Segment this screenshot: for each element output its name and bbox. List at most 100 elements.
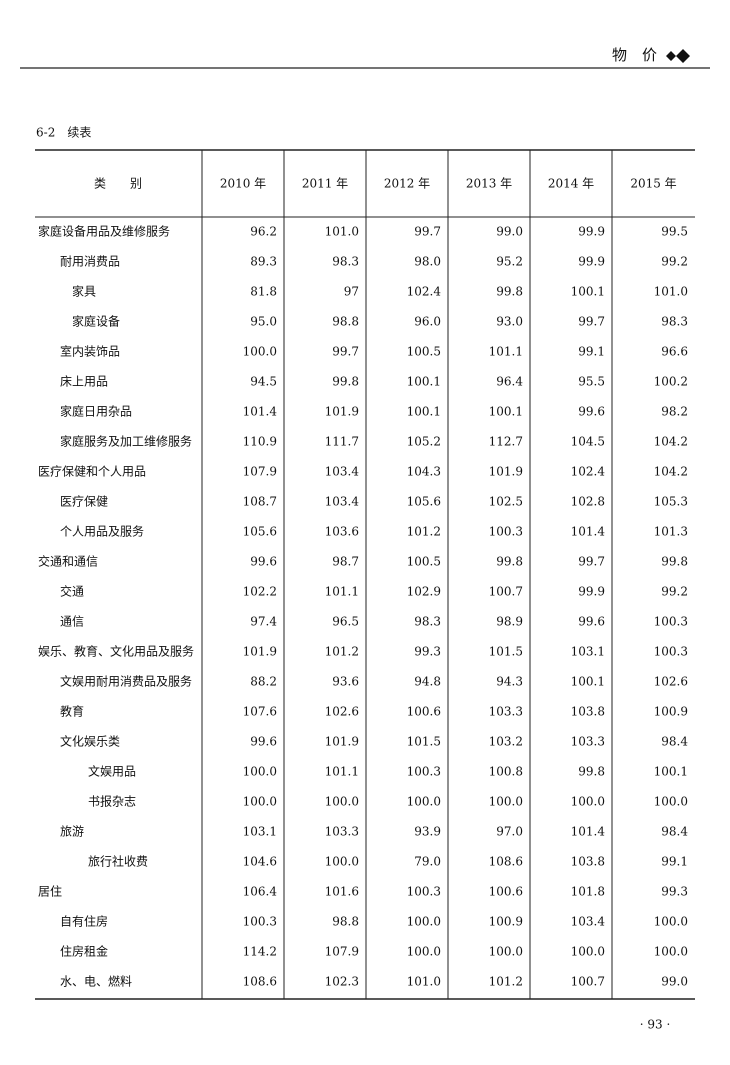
cell-value: 100.1 [571,675,605,689]
cell-value: 100.8 [489,765,523,779]
cell-value: 100.3 [489,525,523,539]
row-label: 床上用品 [60,375,108,389]
row-label: 文娱用耐用消费品及服务 [60,674,192,689]
cell-value: 96.4 [496,375,523,389]
cell-value: 98.9 [496,615,523,629]
cell-value: 103.3 [489,705,523,719]
cell-value: 100.1 [407,375,441,389]
cell-value: 104.5 [571,435,605,449]
cell-value: 99.5 [661,225,688,239]
column-header: 2010 年 [220,177,266,191]
cell-value: 99.7 [578,315,605,329]
cell-value: 100.0 [654,945,688,959]
cell-value: 101.2 [325,645,359,659]
cell-value: 102.8 [571,495,605,509]
cell-value: 107.9 [325,945,359,959]
cell-value: 89.3 [250,255,277,269]
cell-value: 100.0 [407,945,441,959]
cell-value: 94.5 [250,375,277,389]
cell-value: 99.8 [496,555,523,569]
cell-value: 96.0 [414,315,441,329]
cell-value: 98.4 [661,825,688,839]
cell-value: 108.6 [489,855,523,869]
cell-value: 100.3 [654,645,688,659]
cell-value: 102.3 [325,975,359,989]
cell-value: 100.0 [325,795,359,809]
cell-value: 111.7 [325,435,359,449]
row-label: 医疗保健和个人用品 [38,465,146,479]
cell-value: 103.4 [571,915,606,929]
cell-value: 98.8 [332,315,359,329]
cell-value: 102.2 [243,585,277,599]
row-label: 文娱用品 [88,764,136,779]
cell-value: 100.1 [489,405,523,419]
cell-value: 105.2 [407,435,441,449]
cell-value: 98.3 [414,615,441,629]
cell-value: 79.0 [414,855,441,869]
cell-value: 100.0 [654,915,688,929]
cell-value: 100.3 [654,615,688,629]
cell-value: 101.3 [654,525,688,539]
row-label: 家具 [72,284,96,299]
cell-value: 101.2 [407,525,441,539]
cell-value: 99.8 [661,555,688,569]
cell-value: 101.8 [571,885,605,899]
cell-value: 100.6 [407,705,441,719]
cell-value: 103.8 [571,705,605,719]
cell-value: 100.7 [571,975,605,989]
row-label: 教育 [60,704,84,719]
cell-value: 114.2 [243,945,277,959]
cell-value: 100.3 [407,885,441,899]
cell-value: 95.0 [250,315,277,329]
row-label: 住房租金 [60,944,108,959]
cell-value: 100.1 [571,285,605,299]
cell-value: 99.2 [661,585,688,599]
cell-value: 100.1 [407,405,441,419]
cell-value: 99.7 [332,345,359,359]
row-label: 文化娱乐类 [60,734,120,749]
cell-value: 98.7 [332,555,359,569]
cell-value: 98.8 [332,915,359,929]
cell-value: 99.6 [250,555,277,569]
cell-value: 99.7 [578,555,605,569]
row-label: 个人用品及服务 [60,524,144,539]
cell-value: 100.7 [489,585,523,599]
cell-value: 99.9 [578,585,605,599]
row-label: 旅游 [60,825,84,839]
cell-value: 100.0 [407,915,441,929]
column-header: 类 别 [94,177,142,191]
row-label: 耐用消费品 [60,255,120,269]
row-label: 交通 [60,584,84,599]
cell-value: 101.4 [571,825,606,839]
cell-value: 97 [344,285,359,299]
cell-value: 101.9 [243,645,277,659]
cell-value: 99.1 [578,345,605,359]
cell-value: 101.0 [654,285,688,299]
row-label: 室内装饰品 [60,344,120,359]
cell-value: 100.5 [407,345,441,359]
cell-value: 95.2 [496,255,523,269]
cell-value: 108.6 [243,975,277,989]
cell-value: 101.2 [489,975,523,989]
cell-value: 103.3 [571,735,605,749]
cell-value: 103.1 [571,645,605,659]
cell-value: 105.6 [407,495,441,509]
cell-value: 103.3 [325,825,359,839]
cell-value: 99.7 [414,225,441,239]
cell-value: 101.4 [243,405,278,419]
row-label: 书报杂志 [88,794,136,809]
row-label: 家庭日用杂品 [60,404,132,419]
cell-value: 102.5 [489,495,523,509]
cell-value: 102.6 [325,705,359,719]
cell-value: 93.9 [414,825,441,839]
cell-value: 100.0 [489,945,523,959]
cell-value: 101.6 [325,885,359,899]
cell-value: 107.6 [243,705,277,719]
cell-value: 101.0 [325,225,359,239]
cell-value: 100.0 [571,795,605,809]
cell-value: 108.7 [243,495,277,509]
cell-value: 98.3 [332,255,359,269]
column-header: 2014 年 [548,177,594,191]
cell-value: 99.0 [661,975,688,989]
cell-value: 101.0 [407,975,441,989]
